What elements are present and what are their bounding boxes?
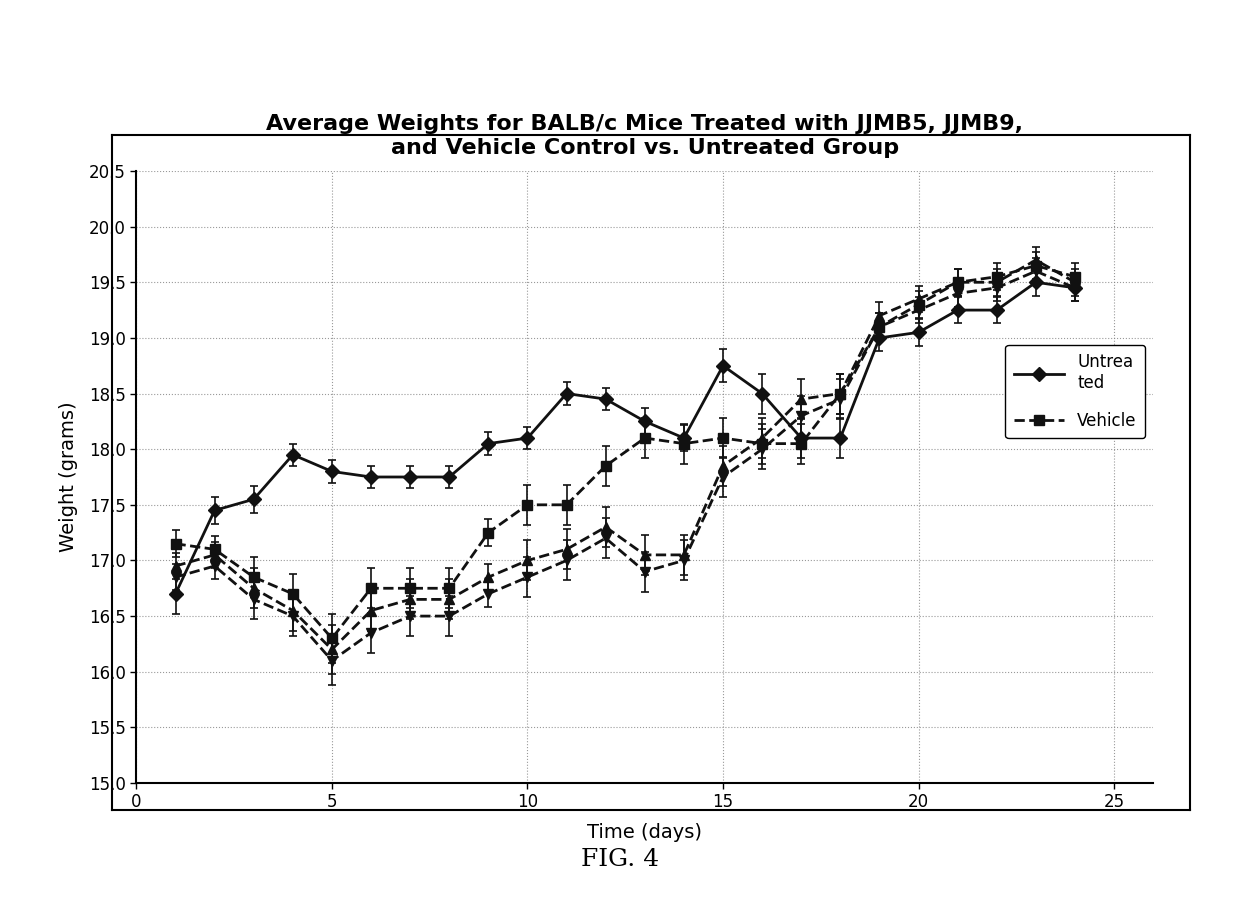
Y-axis label: Weight (grams): Weight (grams): [60, 401, 78, 553]
Text: FIG. 4: FIG. 4: [580, 848, 660, 871]
Legend: Untrea
ted, Vehicle: Untrea ted, Vehicle: [1006, 345, 1145, 438]
X-axis label: Time (days): Time (days): [588, 823, 702, 842]
Title: Average Weights for BALB/c Mice Treated with JJMB5, JJMB9,
and Vehicle Control v: Average Weights for BALB/c Mice Treated …: [267, 113, 1023, 158]
